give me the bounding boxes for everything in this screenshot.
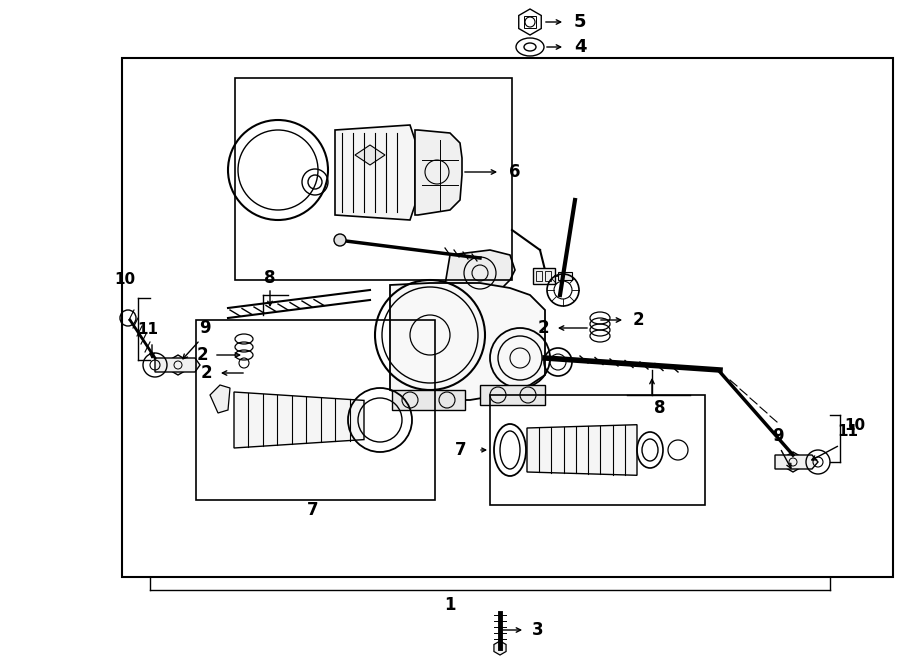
Text: 11: 11 bbox=[838, 424, 859, 440]
Polygon shape bbox=[527, 425, 637, 475]
Bar bbox=[533, 268, 555, 284]
Polygon shape bbox=[210, 385, 230, 413]
Bar bbox=[392, 390, 465, 410]
Text: 9: 9 bbox=[772, 427, 784, 445]
Polygon shape bbox=[234, 392, 364, 448]
Bar bbox=[490, 395, 705, 505]
Text: 4: 4 bbox=[574, 38, 586, 56]
Text: 2: 2 bbox=[632, 311, 644, 329]
Text: 2: 2 bbox=[200, 364, 212, 382]
Polygon shape bbox=[415, 130, 462, 215]
Bar bbox=[196, 320, 435, 500]
Bar bbox=[122, 58, 893, 577]
Text: 8: 8 bbox=[265, 269, 275, 287]
Text: 8: 8 bbox=[654, 399, 666, 417]
Text: 11: 11 bbox=[138, 323, 158, 338]
Text: 5: 5 bbox=[574, 13, 586, 31]
Polygon shape bbox=[445, 250, 515, 295]
Text: 2: 2 bbox=[537, 319, 549, 337]
Polygon shape bbox=[155, 358, 200, 372]
Bar bbox=[524, 16, 536, 28]
Text: 9: 9 bbox=[199, 319, 211, 337]
Text: 10: 10 bbox=[844, 418, 866, 432]
Bar bbox=[545, 271, 551, 281]
Bar bbox=[480, 385, 545, 405]
Polygon shape bbox=[390, 283, 545, 400]
Polygon shape bbox=[355, 145, 385, 165]
Text: 3: 3 bbox=[532, 621, 544, 639]
Polygon shape bbox=[775, 455, 818, 469]
Circle shape bbox=[334, 234, 346, 246]
Polygon shape bbox=[335, 125, 415, 220]
Text: 1: 1 bbox=[445, 596, 455, 614]
Text: 10: 10 bbox=[114, 272, 136, 288]
Bar bbox=[536, 271, 542, 281]
Bar bbox=[558, 272, 572, 280]
Text: 2: 2 bbox=[196, 346, 208, 364]
Text: 7: 7 bbox=[455, 441, 467, 459]
Bar bbox=[235, 78, 512, 280]
Text: 7: 7 bbox=[307, 501, 319, 519]
Text: 6: 6 bbox=[509, 163, 521, 181]
